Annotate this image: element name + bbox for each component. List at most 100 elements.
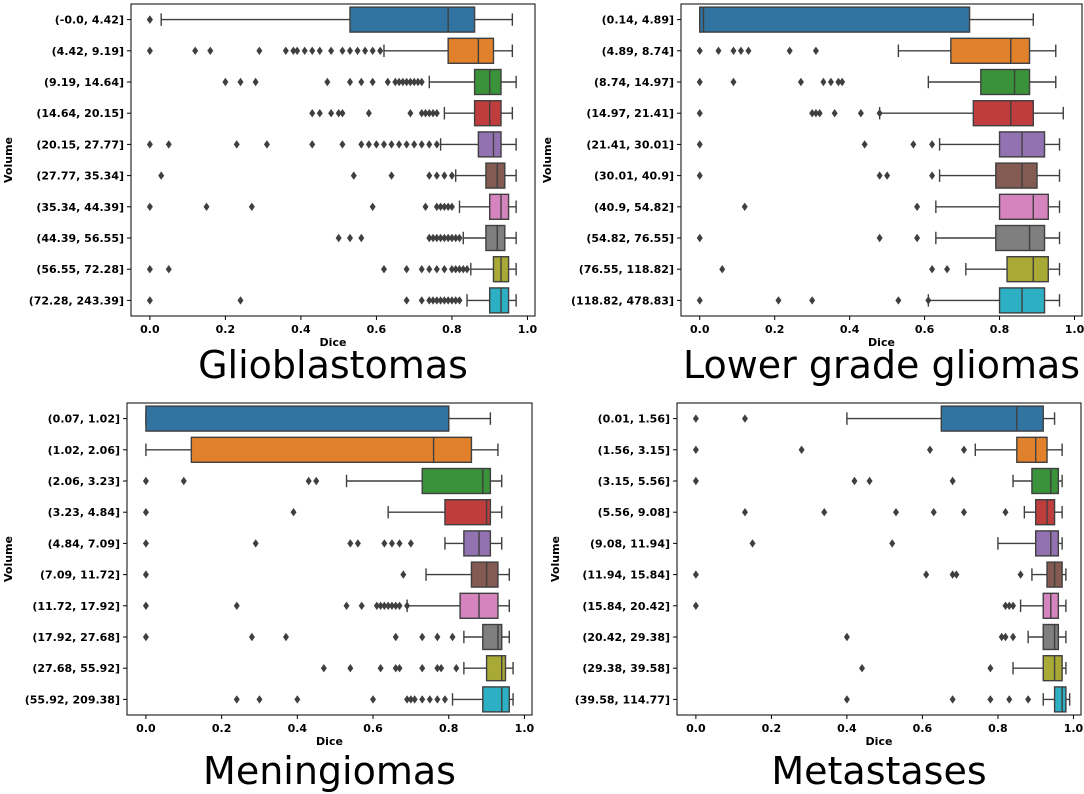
outlier-point	[448, 265, 455, 274]
box-2	[145, 436, 499, 463]
x-tick-label: 0.2	[212, 722, 232, 735]
axes-frame	[126, 402, 533, 716]
outlier-point	[426, 171, 433, 180]
outlier-point	[426, 695, 433, 704]
outlier-point	[316, 109, 323, 118]
outlier-point	[437, 202, 444, 211]
iqr-box	[477, 131, 502, 158]
outlier-point	[403, 77, 410, 87]
outlier-point	[377, 664, 384, 673]
outlier-point	[433, 109, 440, 118]
outlier-point	[370, 695, 377, 704]
outlier-point	[309, 109, 316, 118]
outlier-point	[1002, 508, 1009, 517]
box-4	[309, 100, 514, 127]
box-3	[222, 68, 517, 96]
iqr-box	[190, 436, 473, 463]
y-tick-label: (4.84, 7.09]	[48, 537, 120, 550]
outlier-point	[861, 140, 868, 149]
outlier-point	[407, 109, 414, 118]
outlier-point	[142, 601, 149, 610]
x-tick-label: 1.0	[515, 722, 535, 735]
outlier-point	[404, 695, 411, 704]
outlier-point	[339, 140, 346, 149]
outlier-point	[358, 233, 365, 243]
iqr-box	[1031, 467, 1060, 495]
outlier-point	[445, 233, 452, 243]
outlier-point	[282, 46, 289, 55]
iqr-box	[463, 530, 492, 557]
box-7	[142, 592, 510, 619]
outlier-point	[328, 46, 335, 55]
outlier-point	[910, 140, 917, 149]
outlier-point	[929, 171, 936, 180]
outlier-point	[441, 171, 448, 180]
outlier-point	[237, 296, 244, 305]
outlier-point	[692, 570, 699, 579]
outlier-point	[290, 46, 297, 55]
y-tick-label: (0.01, 1.56]	[598, 413, 670, 426]
box-4	[741, 499, 1063, 526]
box-2	[146, 37, 514, 64]
panel-title: Lower grade gliomas	[683, 343, 1080, 387]
outlier-point	[403, 140, 410, 149]
y-axis-label: Volume	[2, 536, 15, 582]
y-tick-label: (35.34, 44.39]	[36, 201, 124, 214]
y-tick-label: (8.74, 14.97]	[594, 76, 674, 89]
outlier-point	[399, 77, 406, 87]
box-3	[696, 68, 1057, 96]
outlier-point	[248, 632, 255, 642]
outlier-point	[929, 265, 936, 274]
outlier-point	[350, 171, 357, 180]
y-tick-label: (21.41, 30.01]	[586, 138, 674, 151]
outlier-point	[380, 265, 387, 274]
box-9	[859, 655, 1067, 682]
box-8	[142, 623, 510, 651]
outlier-point	[328, 109, 335, 118]
box-2	[692, 436, 1063, 463]
outlier-point	[809, 296, 816, 305]
y-tick-label: (54.82, 76.55]	[586, 232, 674, 245]
x-tick-label: 0.0	[140, 323, 160, 336]
y-tick-label: (17.92, 27.68]	[32, 631, 120, 644]
box-2	[696, 37, 1057, 64]
outlier-point	[339, 46, 346, 55]
outlier-point	[923, 570, 930, 579]
y-tick-label: (15.84, 20.42]	[582, 600, 670, 613]
outlier-point	[827, 77, 834, 87]
outlier-point	[452, 296, 459, 305]
outlier-point	[1010, 632, 1017, 642]
outlier-point	[949, 695, 956, 704]
box-5	[749, 530, 1063, 557]
outlier-point	[305, 476, 312, 486]
outlier-point	[448, 233, 455, 243]
outlier-point	[142, 508, 149, 517]
outlier-point	[433, 140, 440, 149]
outlier-point	[324, 77, 331, 87]
y-tick-label: (1.02, 2.06]	[48, 444, 120, 457]
iqr-box	[421, 467, 492, 495]
outlier-point	[730, 77, 737, 87]
iqr-box	[473, 100, 502, 127]
outlier-point	[142, 476, 149, 486]
outlier-point	[222, 77, 229, 87]
outlier-point	[411, 140, 418, 149]
outlier-point	[464, 265, 471, 274]
outlier-point	[448, 202, 455, 211]
outlier-point	[987, 695, 994, 704]
outlier-point	[369, 77, 376, 87]
outlier-point	[207, 46, 214, 55]
box-7	[146, 193, 517, 220]
outlier-point	[392, 77, 399, 87]
x-tick-label: 1.0	[1064, 722, 1084, 735]
box-6	[158, 162, 517, 189]
iqr-box	[995, 162, 1038, 189]
outlier-point	[953, 570, 960, 579]
panel-1: (-0.0, 4.42] (4.42, 9.19] (9.19, 14.64] (14…	[2, 3, 538, 387]
iqr-box	[485, 224, 506, 252]
outlier-point	[142, 539, 149, 548]
y-tick-label: (0.14, 4.89]	[602, 14, 674, 27]
box-6	[142, 561, 510, 588]
panel-2: (0.14, 4.89] (4.89, 8.74] (8.74, 14.97] (14…	[541, 3, 1084, 387]
box-4	[142, 499, 503, 526]
